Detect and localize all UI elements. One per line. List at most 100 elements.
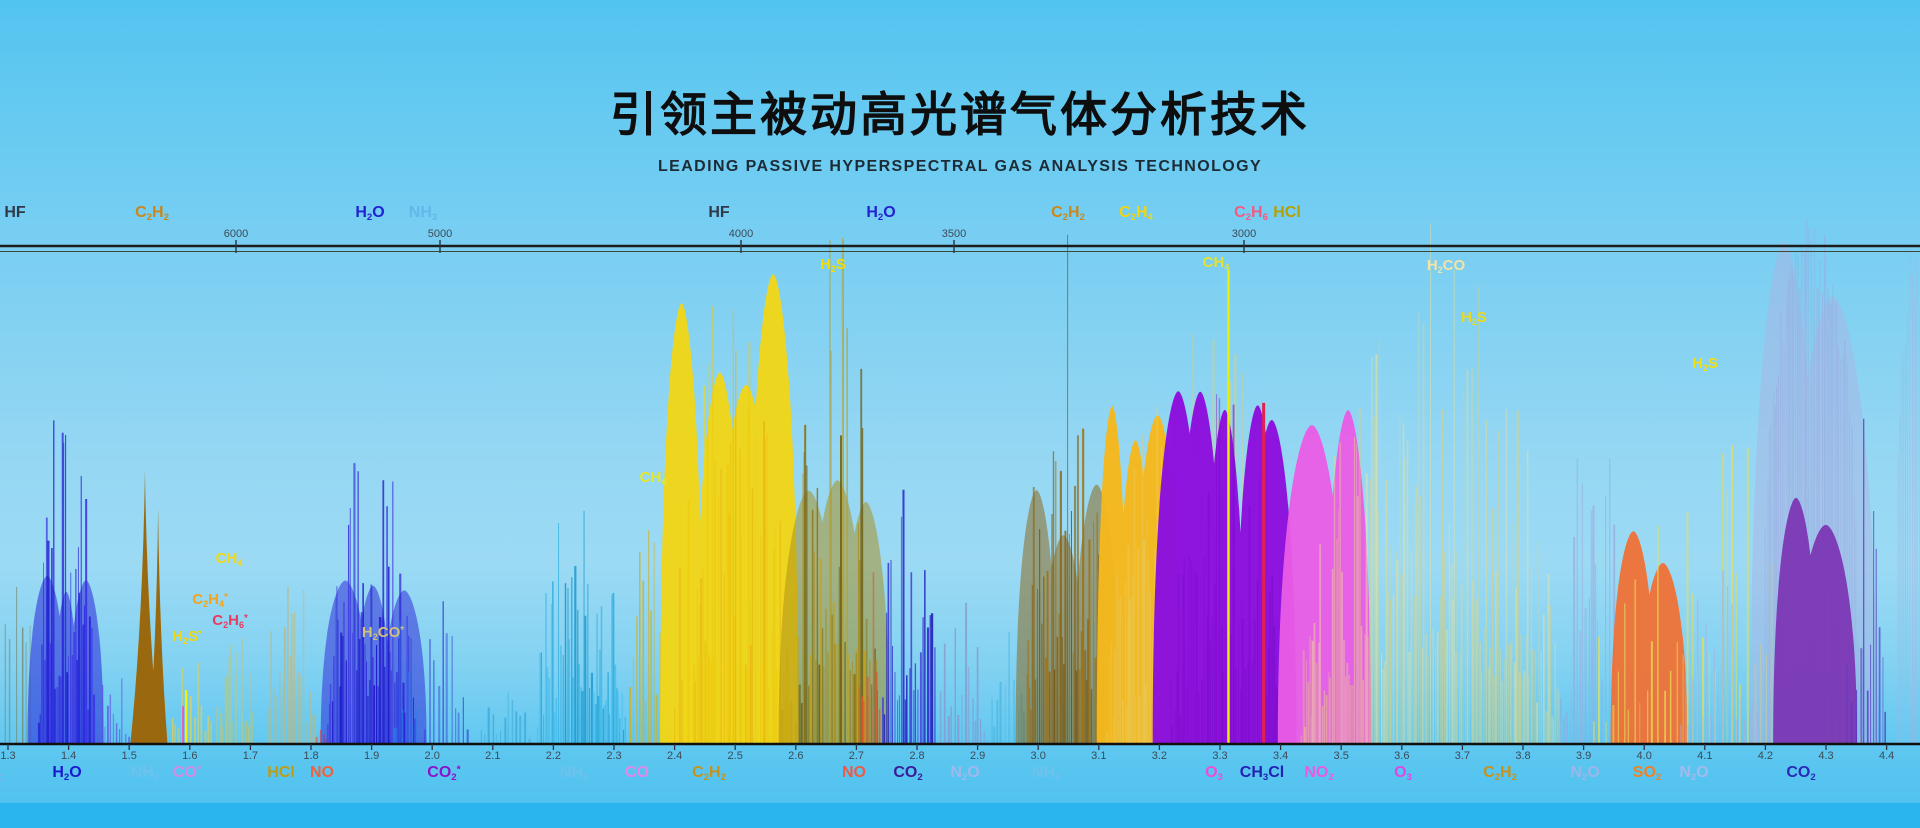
gas-label-top: HF [708,204,730,221]
band-NH3-CO [537,510,626,744]
gas-label-top: HCl [1273,204,1301,221]
wavelength-tick-label: 2.1 [485,750,501,762]
wavelength-tick-label: 1.8 [303,750,319,762]
gas-label-bottom: CO2 [893,764,923,783]
gas-label-bottom: C2H2 [1483,764,1517,783]
wavenumber-tick-label: 3500 [941,228,967,240]
band-CO2 [882,489,936,744]
gas-label-top: C2H4 [1119,204,1153,223]
wavelength-tick-label: 4.2 [1757,750,1774,762]
gas-label-plot: H2CO* [361,624,405,642]
wavelength-tick-label: 3.7 [1454,750,1471,762]
band-NH3 [480,691,531,744]
band-CO2 [1897,249,1920,744]
gas-label-bottom: NO [310,764,334,781]
wavelength-tick-label: 3.2 [1151,750,1168,762]
gas-label-plot: H2S [1692,355,1718,373]
gas-label-bottom: O2 [0,764,1,783]
wavelength-tick-label: 1.4 [60,750,77,762]
gas-label-plot: CH4 [1202,254,1230,272]
wavenumber-tick-label: 5000 [427,228,453,240]
gas-label-bottom: N2O [950,764,980,783]
gas-label-bottom: NH3 [1031,764,1061,783]
gas-label-plot: H2CO [1426,257,1466,275]
wavelength-tick-label: 2.5 [727,750,743,762]
wavelength-tick-label: 4.4 [1878,750,1895,762]
wavelength-tick-label: 1.3 [0,750,16,762]
wavelength-tick-label: 3.4 [1272,750,1289,762]
gas-label-bottom: O3 [1205,764,1223,783]
wavelength-tick-label: 3.8 [1515,750,1531,762]
band-CO2 [1773,497,1858,744]
wavelength-tick-label: 1.7 [242,750,259,762]
band-H2O [393,622,417,744]
gas-label-bottom: H2O [52,764,82,783]
band-NO [795,237,878,744]
band-CO2 [423,601,469,744]
wavelength-tick-label: 2.0 [424,750,440,762]
gas-label-plot: CH4 [639,469,667,487]
page-subtitle: LEADING PASSIVE HYPERSPECTRAL GAS ANALYS… [657,158,1263,175]
gas-label-top: H2O [866,204,896,223]
wavelength-tick-label: 2.6 [788,750,804,762]
band-C2H2 [130,470,168,744]
gas-label-bottom: NO [842,764,866,781]
wavelength-tick-label: 1.9 [363,750,380,762]
band-NO [858,572,881,744]
band-O3-C2H2 [1300,223,1562,744]
gas-label-plot: C2H6* [212,612,248,630]
wavenumber-tick-label: 4000 [728,228,754,240]
footer-strip [0,803,1920,828]
gas-label-plot: C2H4* [192,591,228,609]
wavelength-tick-label: 3.5 [1333,750,1349,762]
band-CH4 [216,638,253,744]
gas-label-top: NH3 [408,204,438,223]
band-CH3Cl [1152,391,1297,744]
wavelength-tick-label: 3.3 [1212,750,1228,762]
gas-label-bottom: NH3* [130,764,164,783]
gas-label-plot: H2S [820,256,846,274]
gas-label-top: C2H2 [1051,204,1085,223]
wavelength-tick-label: 3.1 [1091,750,1107,762]
band-SO2 [1610,531,1688,744]
gas-label-bottom: CH3Cl [1239,764,1285,783]
gas-label-bottom: CO [625,764,649,781]
gas-label-top: C2H6 [1234,204,1268,223]
gas-label-bottom: HCl [267,764,295,781]
band-H2O [326,463,417,744]
gas-label-bottom: C2H2 [692,764,726,783]
gas-label-bottom: N2O [1570,764,1600,783]
wavelength-tick-label: 3.0 [1030,750,1046,762]
gas-label-bottom: CO2 [1786,764,1816,783]
gas-label-plot: H2S [1461,309,1487,327]
band-CH4 [171,662,212,744]
band-CH3Cl [1170,394,1284,744]
band-H2O [37,420,96,744]
wavelength-tick-label: 3.6 [1394,750,1410,762]
gas-label-bottom: N2O [1679,764,1709,783]
gas-label-bottom: NO2 [1304,764,1334,783]
wavelength-tick-label: 2.7 [848,750,865,762]
band-NO2 [1277,410,1372,744]
gas-label-bottom: SO2 [1632,764,1662,783]
wavelength-tick-label: 2.8 [909,750,925,762]
gas-label-bottom: O3 [1394,764,1412,783]
gas-label-top: HF [4,204,26,221]
wavenumber-tick-label: 6000 [223,228,249,240]
band-baseline [4,587,31,744]
wavelength-tick-label: 2.9 [969,750,986,762]
wavelength-tick-label: 2.3 [606,750,622,762]
wavelength-tick-label: 3.9 [1575,750,1592,762]
gas-label-plot: CH4 [215,550,243,568]
wavelength-tick-label: 1.5 [121,750,137,762]
band-H2O [98,678,131,744]
gas-label-top: H2O [355,204,385,223]
gas-label-bottom: NH3 [559,764,589,783]
wavelength-tick-label: 4.0 [1636,750,1652,762]
wavelength-tick-label: 2.2 [545,750,562,762]
band-CO2 [1846,418,1886,744]
gas-label-plot: H2S* [172,628,202,646]
page-title: 引领主被动高光谱气体分析技术 [610,88,1310,141]
band-NH3 [1026,234,1107,744]
